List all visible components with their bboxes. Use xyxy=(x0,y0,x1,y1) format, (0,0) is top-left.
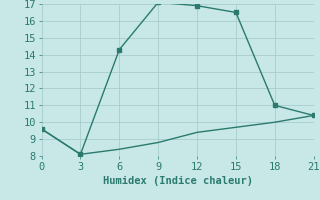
X-axis label: Humidex (Indice chaleur): Humidex (Indice chaleur) xyxy=(103,176,252,186)
